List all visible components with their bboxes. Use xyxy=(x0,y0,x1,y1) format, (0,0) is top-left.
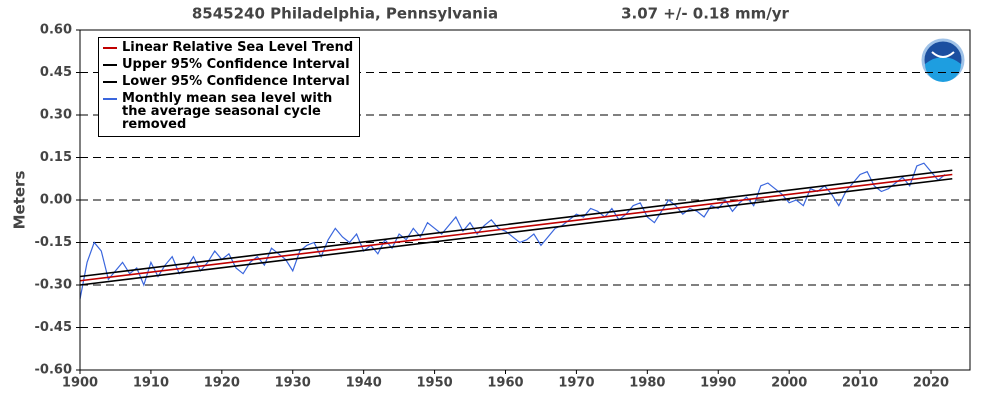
series-line xyxy=(79,169,953,278)
y-axis-label: Meters xyxy=(11,171,29,230)
plot-frame xyxy=(79,29,971,371)
x-tick-label: 1940 xyxy=(346,376,382,391)
x-tick-label: 1960 xyxy=(487,376,523,391)
y-tick-label: -0.30 xyxy=(35,278,72,293)
legend-entry: Monthly mean sea level with the average … xyxy=(103,92,355,131)
y-tick-label: -0.15 xyxy=(35,235,72,250)
noaa-logo xyxy=(921,38,965,82)
legend-swatch xyxy=(103,81,117,83)
x-tick-label: 2020 xyxy=(913,376,949,391)
y-tick-label: 0.45 xyxy=(40,65,72,80)
chart-subtitle: 3.07 +/- 0.18 mm/yr xyxy=(621,5,789,23)
legend-swatch xyxy=(103,64,117,66)
y-tick-label: 0.00 xyxy=(40,193,72,208)
legend-entry: Upper 95% Confidence Interval xyxy=(103,58,355,71)
legend-swatch xyxy=(103,47,117,49)
x-tick-label: 1990 xyxy=(700,376,736,391)
series-line xyxy=(79,162,946,300)
y-tick-label: 0.60 xyxy=(40,23,72,38)
y-tick-label: -0.60 xyxy=(35,363,72,378)
series-line xyxy=(79,177,953,286)
legend-entry: Lower 95% Confidence Interval xyxy=(103,75,355,88)
y-tick-label: 0.30 xyxy=(40,108,72,123)
legend-label: Monthly mean sea level with the average … xyxy=(122,91,333,132)
x-tick-label: 2000 xyxy=(771,376,807,391)
legend-swatch xyxy=(103,98,117,100)
y-tick-label: -0.45 xyxy=(35,320,72,335)
x-tick-label: 2010 xyxy=(842,376,878,391)
legend: Linear Relative Sea Level Trend Upper 95%… xyxy=(98,37,360,137)
chart-title: 8545240 Philadelphia, Pennsylvania xyxy=(192,5,498,23)
legend-label: Linear Relative Sea Level Trend xyxy=(122,40,354,55)
x-tick-label: 1930 xyxy=(275,376,311,391)
x-tick-label: 1970 xyxy=(558,376,594,391)
series-line xyxy=(79,173,953,282)
legend-label: Upper 95% Confidence Interval xyxy=(122,57,350,72)
legend-entry: Linear Relative Sea Level Trend xyxy=(103,41,355,54)
x-tick-label: 1900 xyxy=(62,376,98,391)
x-tick-label: 1920 xyxy=(204,376,240,391)
y-tick-label: 0.15 xyxy=(40,150,72,165)
x-tick-label: 1950 xyxy=(416,376,452,391)
x-tick-label: 1910 xyxy=(133,376,169,391)
x-tick-label: 1980 xyxy=(629,376,665,391)
legend-label: Lower 95% Confidence Interval xyxy=(122,74,350,89)
